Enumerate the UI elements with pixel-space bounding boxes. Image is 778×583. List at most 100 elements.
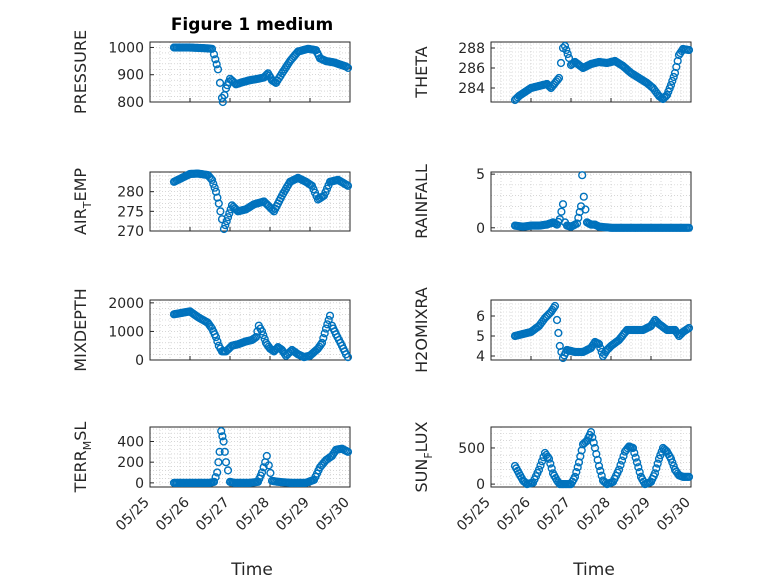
- data-point-sunflux: [632, 458, 642, 467]
- figure-title: Figure 1 medium: [171, 15, 333, 35]
- y-tick-label-pressure: 1000: [108, 40, 144, 56]
- series-rainfall: [510, 171, 694, 232]
- data-point-mixdepth: [250, 334, 259, 343]
- data-point-sunflux: [536, 461, 545, 470]
- data-point-sunflux: [594, 461, 604, 471]
- y-tick-label-terr_msl: 0: [135, 476, 144, 492]
- y-tick-label-h2omixra: 4: [476, 349, 485, 365]
- data-point-h2omixra: [550, 301, 560, 311]
- data-point-pressure: [341, 62, 351, 71]
- data-point-sunflux: [547, 464, 556, 473]
- data-point-sunflux: [656, 451, 665, 460]
- data-point-mixdepth: [319, 334, 328, 343]
- data-point-pressure: [211, 55, 220, 64]
- series-terr_msl: [169, 427, 353, 488]
- panel-h2omixra: 4 5 6 H2OMIXRA: [412, 287, 694, 373]
- x-axis-label-left: Time: [230, 560, 273, 580]
- data-point-terr_msl: [223, 466, 233, 475]
- y-axis-label-sunflux: SUNFLUX: [412, 421, 435, 492]
- data-point-rainfall: [684, 223, 694, 232]
- y-tick-label-pressure: 800: [117, 95, 144, 111]
- y-tick-label-mixdepth: 0: [135, 353, 144, 369]
- data-point-terr_msl: [264, 461, 273, 470]
- data-point-sunflux: [653, 459, 662, 468]
- y-axis-label-terr_msl: TERRMSL: [71, 422, 94, 494]
- data-point-terr_msl: [219, 437, 228, 446]
- data-point-mixdepth: [213, 337, 222, 346]
- axes-frame-pressure: [149, 41, 351, 103]
- data-point-theta: [560, 41, 570, 51]
- data-point-air_temp: [216, 207, 225, 216]
- data-point-sunflux: [666, 454, 676, 463]
- data-point-sunflux: [616, 461, 625, 470]
- data-point-h2omixra: [554, 328, 563, 338]
- data-point-h2omixra: [552, 315, 562, 325]
- y-tick-label-air_temp: 270: [117, 224, 144, 240]
- panel-rainfall: 0 5 RAINFALL: [412, 164, 694, 239]
- data-point-sunflux: [668, 458, 677, 467]
- y-tick-label-theta: 286: [458, 61, 485, 77]
- y-tick-label-air_temp: 280: [117, 185, 144, 201]
- y-axis-label-rainfall: RAINFALL: [412, 164, 431, 239]
- data-point-mixdepth: [316, 340, 325, 349]
- axes-frame-air_temp: [149, 171, 351, 232]
- data-point-rainfall: [557, 207, 566, 216]
- data-point-sunflux: [634, 463, 643, 472]
- data-point-air_temp: [225, 209, 234, 218]
- data-point-sunflux: [654, 454, 664, 463]
- data-point-terr_msl: [213, 468, 222, 477]
- data-point-rainfall: [558, 200, 568, 209]
- data-point-terr_msl: [218, 432, 227, 441]
- data-point-mixdepth: [343, 353, 353, 362]
- data-point-terr_msl: [217, 427, 226, 436]
- data-point-mixdepth: [251, 333, 261, 342]
- data-point-h2omixra: [684, 323, 694, 333]
- data-point-sunflux: [596, 466, 605, 476]
- y-axis-label-h2omixra: H2OMIXRA: [412, 287, 431, 373]
- grid-rainfall: [491, 172, 691, 231]
- data-point-mixdepth: [211, 333, 221, 342]
- panel-air_temp: 270 275 280 AIRTEMP: [71, 168, 353, 240]
- series-pressure: [169, 43, 353, 107]
- data-point-air_temp: [210, 183, 219, 192]
- panel-theta: 284 286 288 THETA: [412, 41, 694, 105]
- data-point-sunflux: [588, 433, 597, 442]
- panel-pressure: 800 900 1000 PRESSURE: [71, 30, 353, 114]
- data-point-mixdepth: [323, 320, 332, 329]
- data-point-rainfall: [581, 205, 590, 214]
- data-point-terr_msl: [262, 451, 271, 461]
- data-point-air_temp: [343, 181, 353, 190]
- y-tick-label-h2omixra: 5: [476, 329, 485, 345]
- data-point-theta: [668, 76, 677, 86]
- data-point-theta: [564, 53, 574, 63]
- y-tick-label-terr_msl: 200: [117, 455, 144, 471]
- panel-mixdepth: 0 1000 2000 MIXDEPTH: [71, 288, 353, 372]
- data-point-mixdepth: [317, 338, 327, 348]
- data-point-sunflux: [586, 428, 596, 437]
- data-point-sunflux: [546, 459, 555, 468]
- data-point-air_temp: [214, 199, 223, 208]
- data-point-theta: [669, 72, 678, 82]
- data-point-sunflux: [652, 464, 661, 473]
- y-axis-label-mixdepth: MIXDEPTH: [71, 288, 90, 371]
- y-tick-label-theta: 288: [458, 41, 485, 57]
- data-point-terr_msl: [343, 447, 353, 456]
- y-tick-label-air_temp: 275: [117, 204, 144, 220]
- y-tick-label-rainfall: 5: [476, 167, 485, 183]
- data-point-sunflux: [635, 468, 644, 477]
- data-point-air_temp: [223, 213, 233, 222]
- data-point-sunflux: [589, 438, 598, 447]
- data-point-pressure: [215, 78, 225, 88]
- data-point-sunflux: [630, 448, 639, 457]
- data-point-sunflux: [581, 437, 590, 447]
- data-point-sunflux: [631, 453, 640, 462]
- data-point-theta: [556, 58, 566, 68]
- grid-terr_msl: [150, 427, 350, 487]
- axes-frame-theta: [490, 41, 692, 103]
- series-theta: [510, 41, 694, 105]
- data-point-sunflux: [573, 463, 582, 472]
- data-point-terr_msl: [211, 473, 220, 482]
- data-point-theta: [569, 58, 578, 68]
- y-tick-label-sunflux: 0: [476, 477, 485, 493]
- data-point-pressure: [212, 60, 221, 69]
